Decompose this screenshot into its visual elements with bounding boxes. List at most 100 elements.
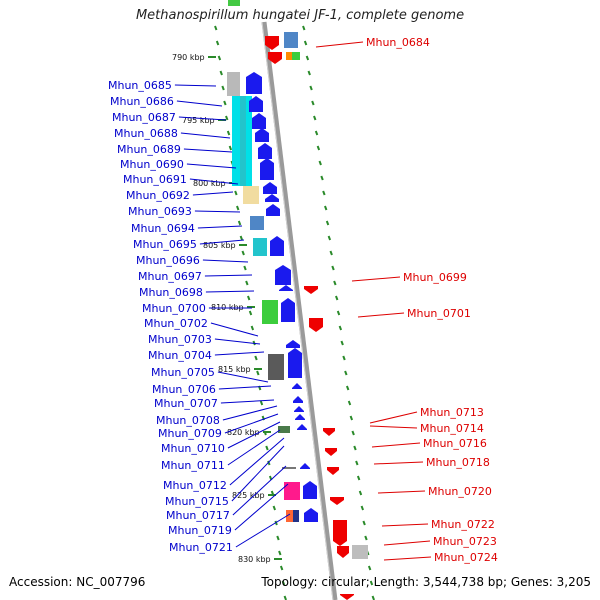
gene-leader-line bbox=[194, 210, 241, 213]
kbp-scale-label: 820 kbp bbox=[227, 428, 260, 437]
tick-mark bbox=[234, 190, 238, 196]
gene-leader-line bbox=[189, 178, 239, 185]
tick-mark bbox=[355, 460, 359, 466]
tick-mark bbox=[303, 40, 308, 46]
gene-label-left: Mhun_0703 bbox=[148, 333, 212, 346]
tick-mark bbox=[281, 580, 286, 586]
gene-label-left: Mhun_0708 bbox=[156, 414, 220, 427]
genome-summary-text: Topology: circular; Length: 3,544,738 bp… bbox=[261, 575, 591, 589]
gene-arrow bbox=[286, 340, 300, 348]
tick-mark bbox=[356, 475, 361, 481]
feature-block bbox=[243, 186, 259, 204]
tick-mark bbox=[278, 550, 282, 556]
gene-arrow bbox=[304, 508, 318, 522]
gene-leader-line bbox=[220, 399, 275, 404]
feature-block bbox=[240, 96, 246, 186]
feature-block bbox=[228, 0, 240, 6]
gene-leader-line bbox=[377, 490, 426, 494]
gene-label-left: Mhun_0686 bbox=[110, 95, 174, 108]
gene-arrow bbox=[270, 236, 284, 256]
tick-mark bbox=[314, 130, 319, 136]
gene-arrow bbox=[295, 414, 305, 420]
gene-label-left: Mhun_0710 bbox=[161, 442, 225, 455]
gene-leader-line bbox=[351, 276, 401, 282]
gene-leader-line bbox=[315, 41, 364, 48]
gene-label-right: Mhun_0716 bbox=[423, 437, 487, 450]
tick-mark bbox=[239, 235, 244, 241]
kbp-scale-label: 825 kbp bbox=[232, 491, 265, 500]
gene-label-left: Mhun_0704 bbox=[148, 349, 212, 362]
gene-leader-line bbox=[229, 437, 285, 486]
tick-mark bbox=[353, 445, 357, 451]
feature-block bbox=[293, 510, 299, 522]
gene-arrow bbox=[279, 285, 293, 291]
gene-arrow bbox=[268, 52, 282, 64]
gene-leader-line bbox=[231, 445, 285, 502]
gene-leader-line bbox=[383, 556, 432, 561]
gene-label-right: Mhun_0723 bbox=[433, 535, 497, 548]
tick-mark bbox=[214, 25, 218, 31]
feature-block bbox=[227, 72, 240, 96]
tick-mark bbox=[335, 295, 339, 301]
gene-leader-line bbox=[234, 483, 289, 531]
tick-mark bbox=[307, 70, 311, 76]
tick-mark bbox=[272, 505, 276, 511]
gene-leader-line bbox=[197, 225, 243, 229]
tick-mark bbox=[338, 325, 343, 331]
tick-mark bbox=[248, 310, 253, 316]
kbp-scale-label: 805 kbp bbox=[203, 241, 236, 250]
tick-mark bbox=[245, 280, 249, 286]
gene-label-right: Mhun_0718 bbox=[426, 456, 490, 469]
tick-mark bbox=[318, 160, 322, 166]
tick-mark bbox=[331, 265, 335, 271]
feature-block bbox=[278, 426, 290, 433]
genome-backbone-highlight bbox=[261, 21, 334, 600]
tick-mark bbox=[256, 370, 260, 376]
gene-leader-line bbox=[205, 290, 255, 293]
gene-leader-line bbox=[178, 116, 227, 121]
gene-label-right: Mhun_0722 bbox=[431, 518, 495, 531]
gene-leader-line bbox=[214, 338, 261, 345]
gene-label-left: Mhun_0692 bbox=[126, 189, 190, 202]
gene-label-left: Mhun_0711 bbox=[161, 459, 225, 472]
tick-mark bbox=[351, 430, 355, 436]
gene-arrow bbox=[265, 36, 279, 50]
gene-leader-line bbox=[371, 442, 421, 448]
gene-arrow bbox=[252, 113, 266, 129]
gene-label-left: Mhun_0705 bbox=[151, 366, 215, 379]
tick-mark bbox=[347, 400, 352, 406]
gene-label-left: Mhun_0696 bbox=[136, 254, 200, 267]
feature-block bbox=[286, 510, 294, 522]
gene-leader-line bbox=[224, 413, 279, 434]
gene-arrow bbox=[330, 497, 344, 505]
gene-arrow bbox=[303, 481, 317, 499]
tick-mark bbox=[364, 535, 368, 541]
tick-mark bbox=[349, 415, 354, 421]
feature-block bbox=[268, 354, 284, 380]
tick-mark bbox=[324, 205, 328, 211]
gene-arrow bbox=[249, 96, 263, 112]
gene-arrow bbox=[294, 406, 304, 412]
gene-leader-line bbox=[357, 312, 405, 318]
gene-label-left: Mhun_0695 bbox=[133, 238, 197, 251]
gene-leader-line bbox=[180, 132, 231, 139]
gene-label-right: Mhun_0714 bbox=[420, 422, 484, 435]
gene-label-left: Mhun_0719 bbox=[168, 524, 232, 537]
gene-label-left: Mhun_0691 bbox=[123, 173, 187, 186]
tick-mark bbox=[305, 55, 310, 61]
gene-label-left: Mhun_0693 bbox=[128, 205, 192, 218]
gene-label-right: Mhun_0701 bbox=[407, 307, 471, 320]
gene-leader-line bbox=[383, 540, 431, 546]
gene-arrow bbox=[293, 396, 303, 403]
gene-leader-line bbox=[218, 385, 272, 390]
gene-label-left: Mhun_0717 bbox=[166, 509, 230, 522]
gene-label-left: Mhun_0687 bbox=[112, 111, 176, 124]
gene-leader-line bbox=[217, 371, 269, 383]
feature-block bbox=[284, 32, 298, 48]
feature-block bbox=[284, 482, 300, 500]
gene-label-left: Mhun_0715 bbox=[165, 495, 229, 508]
tick-mark bbox=[283, 595, 287, 600]
gene-label-right: Mhun_0724 bbox=[434, 551, 498, 564]
gene-arrow bbox=[288, 348, 302, 378]
